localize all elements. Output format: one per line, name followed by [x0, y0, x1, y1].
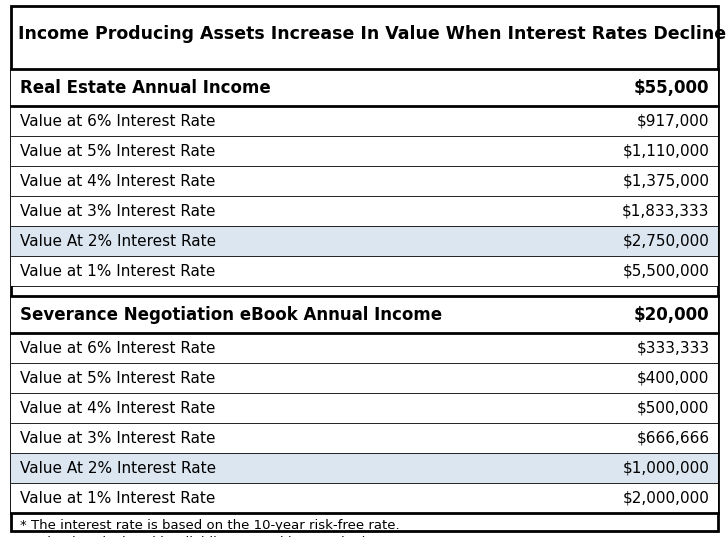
Text: Value at 5% Interest Rate: Value at 5% Interest Rate: [20, 144, 215, 159]
Bar: [11, 483, 718, 513]
Text: $917,000: $917,000: [637, 114, 710, 129]
Text: Value at 3% Interest Rate: Value at 3% Interest Rate: [20, 204, 215, 219]
Text: $20,000: $20,000: [634, 306, 710, 324]
Text: Value at 5% Interest Rate: Value at 5% Interest Rate: [20, 371, 215, 386]
Bar: [11, 296, 718, 333]
Text: $55,000: $55,000: [634, 79, 710, 97]
Text: Value at 6% Interest Rate: Value at 6% Interest Rate: [20, 341, 215, 356]
Text: Value at 6% Interest Rate: Value at 6% Interest Rate: [20, 114, 215, 129]
Bar: [11, 106, 718, 136]
Text: $2,750,000: $2,750,000: [623, 234, 710, 249]
Bar: [11, 424, 718, 453]
Bar: [11, 394, 718, 424]
Text: $1,833,333: $1,833,333: [622, 204, 710, 219]
Bar: [11, 364, 718, 394]
Text: $666,666: $666,666: [636, 431, 710, 446]
Bar: [11, 453, 718, 483]
Text: Value at 4% Interest Rate: Value at 4% Interest Rate: [20, 174, 215, 189]
Bar: [11, 136, 718, 166]
Text: $1,110,000: $1,110,000: [623, 144, 710, 159]
Text: $5,500,000: $5,500,000: [623, 264, 710, 279]
Text: * Value is calculated by dividing annual income by interest rate: * Value is calculated by dividing annual…: [20, 536, 444, 537]
Text: * The interest rate is based on the 10-year risk-free rate.: * The interest rate is based on the 10-y…: [20, 519, 399, 533]
Text: $2,000,000: $2,000,000: [623, 491, 710, 506]
Text: Value At 2% Interest Rate: Value At 2% Interest Rate: [20, 234, 216, 249]
Text: Value at 3% Interest Rate: Value at 3% Interest Rate: [20, 431, 215, 446]
Text: Value at 1% Interest Rate: Value at 1% Interest Rate: [20, 491, 215, 506]
Text: Value At 2% Interest Rate: Value At 2% Interest Rate: [20, 461, 216, 476]
Text: Real Estate Annual Income: Real Estate Annual Income: [20, 79, 270, 97]
Bar: [11, 69, 718, 106]
Text: $333,333: $333,333: [636, 341, 710, 356]
Text: Income Producing Assets Increase In Value When Interest Rates Decline: Income Producing Assets Increase In Valu…: [18, 25, 726, 43]
Text: $1,375,000: $1,375,000: [622, 174, 710, 189]
Text: $1,000,000: $1,000,000: [623, 461, 710, 476]
Text: Value at 1% Interest Rate: Value at 1% Interest Rate: [20, 264, 215, 279]
Text: $400,000: $400,000: [637, 371, 710, 386]
Bar: [11, 166, 718, 197]
Bar: [11, 197, 718, 227]
Text: $500,000: $500,000: [637, 401, 710, 416]
Text: Value at 4% Interest Rate: Value at 4% Interest Rate: [20, 401, 215, 416]
Bar: [11, 333, 718, 364]
Text: Severance Negotiation eBook Annual Income: Severance Negotiation eBook Annual Incom…: [20, 306, 442, 324]
Bar: [11, 227, 718, 257]
Bar: [11, 257, 718, 286]
